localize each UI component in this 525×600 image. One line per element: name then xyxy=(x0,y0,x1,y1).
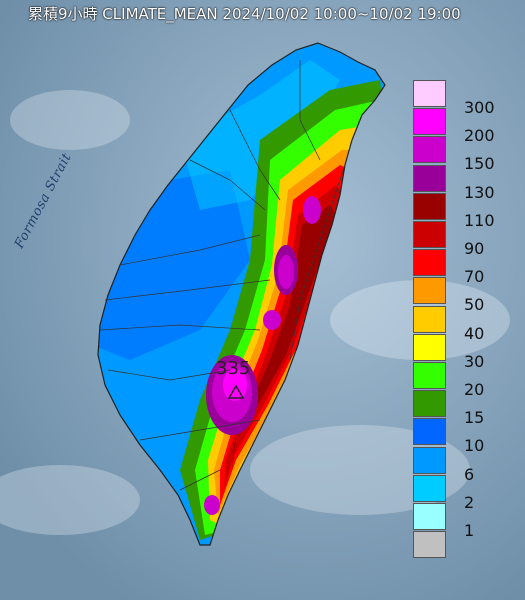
legend-swatch xyxy=(413,446,446,474)
legend-swatch xyxy=(413,277,446,305)
legend-label: 110 xyxy=(464,210,495,230)
legend: 300 200 150 130 110 90 70 50 40 30 20 15 10 6 2 1 xyxy=(413,80,513,570)
legend-label: 1 xyxy=(464,521,475,540)
legend-label: 70 xyxy=(464,267,485,287)
legend-swatch xyxy=(413,221,446,248)
peak-triangle-icon xyxy=(227,384,245,399)
legend-swatch xyxy=(413,305,446,333)
legend-swatch xyxy=(413,390,446,418)
legend-label: 40 xyxy=(464,323,485,343)
legend-swatch xyxy=(413,192,446,220)
legend-swatch xyxy=(413,108,446,136)
county-borders xyxy=(99,60,346,491)
legend-swatch xyxy=(413,503,446,530)
peak-value-label: 335 xyxy=(216,358,251,379)
legend-swatch xyxy=(413,80,446,107)
legend-label: 20 xyxy=(464,380,485,399)
legend-label: 130 xyxy=(464,182,495,202)
map-title: 累積9小時 CLIMATE_MEAN 2024/10/02 10:00~10/0… xyxy=(28,5,461,23)
legend-label: 15 xyxy=(464,408,485,428)
legend-swatch xyxy=(413,249,446,277)
legend-label: 90 xyxy=(464,239,485,258)
legend-label: 6 xyxy=(464,464,475,484)
legend-swatch xyxy=(413,474,446,502)
legend-label: 10 xyxy=(464,436,485,456)
legend-label: 30 xyxy=(464,351,485,371)
legend-label: 300 xyxy=(464,98,495,117)
legend-label: 200 xyxy=(464,126,495,146)
legend-swatch xyxy=(413,362,446,389)
legend-label: 150 xyxy=(464,154,495,174)
peak-marker xyxy=(227,384,245,399)
legend-swatch xyxy=(413,164,446,192)
legend-label: 50 xyxy=(464,295,485,315)
legend-swatch xyxy=(413,418,446,446)
legend-swatch xyxy=(413,333,446,361)
legend-swatch xyxy=(413,531,446,559)
legend-swatch xyxy=(413,136,446,164)
legend-label: 2 xyxy=(464,492,475,512)
